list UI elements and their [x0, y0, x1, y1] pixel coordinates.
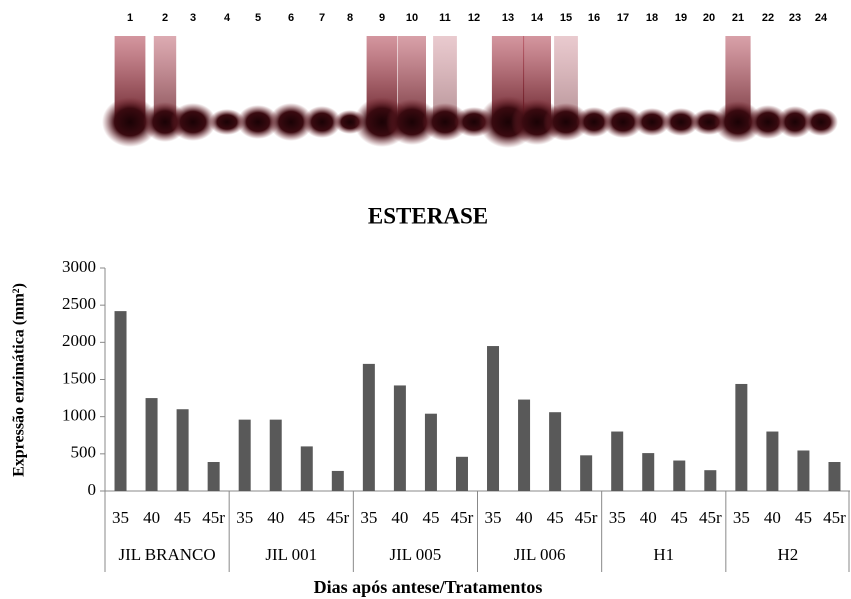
bar — [177, 409, 189, 491]
x-tick-label: 40 — [267, 508, 284, 527]
lane-number: 15 — [560, 12, 572, 24]
lane-number: 18 — [646, 12, 658, 24]
gel-band — [804, 108, 838, 136]
group-label: JIL BRANCO — [119, 545, 216, 564]
figure: 123456789101112131415161718192021222324 … — [0, 0, 851, 599]
bar — [642, 453, 654, 491]
lane-number: 19 — [675, 12, 687, 24]
lane-number: 7 — [319, 12, 325, 24]
page: 123456789101112131415161718192021222324 … — [0, 0, 851, 599]
bar — [208, 462, 220, 491]
lane-number: 2 — [162, 12, 168, 24]
chart-title: ESTERASE — [368, 203, 488, 228]
lane-number: 1 — [127, 12, 133, 24]
lane-number: 6 — [288, 12, 294, 24]
x-tick-label: 45r — [699, 508, 722, 527]
bar — [704, 470, 716, 491]
x-tick-label: 45 — [174, 508, 191, 527]
x-tick-label: 40 — [640, 508, 657, 527]
bar — [332, 471, 344, 491]
lane-number: 20 — [703, 12, 715, 24]
x-tick-label: 35 — [236, 508, 253, 527]
group-label: JIL 006 — [514, 545, 566, 564]
group-label: JIL 005 — [390, 545, 442, 564]
bar — [239, 420, 251, 491]
x-tick-label: 45 — [298, 508, 315, 527]
bar — [735, 384, 747, 491]
bar — [673, 461, 685, 491]
y-axis-label: Expressão enzimática (mm²) — [11, 283, 28, 477]
y-tick-label: 2500 — [62, 294, 96, 313]
x-tick-label: 35 — [360, 508, 377, 527]
bar — [115, 311, 127, 491]
bar — [580, 455, 592, 491]
bar — [363, 364, 375, 491]
group-label: H2 — [778, 545, 799, 564]
lane-number: 13 — [502, 12, 514, 24]
x-tick-label: 45r — [202, 508, 225, 527]
bar — [797, 450, 809, 491]
group-label: JIL 001 — [265, 545, 317, 564]
x-tick-label: 45 — [671, 508, 688, 527]
x-tick-label: 35 — [609, 508, 626, 527]
bar — [828, 462, 840, 491]
y-tick-label: 1500 — [62, 368, 96, 387]
lane-number: 8 — [347, 12, 353, 24]
x-tick-label: 40 — [516, 508, 533, 527]
x-tick-label: 45 — [547, 508, 564, 527]
x-tick-label: 40 — [391, 508, 408, 527]
bar — [766, 432, 778, 491]
lane-number: 3 — [190, 12, 196, 24]
x-tick-label: 45r — [326, 508, 349, 527]
x-tick-label: 45 — [795, 508, 812, 527]
bar — [270, 420, 282, 491]
lane-number: 12 — [468, 12, 480, 24]
bar — [301, 446, 313, 491]
lane-number: 22 — [762, 12, 774, 24]
y-tick-label: 500 — [71, 443, 97, 462]
bar — [518, 400, 530, 491]
bar — [549, 412, 561, 491]
lane-number: 21 — [732, 12, 744, 24]
y-tick-label: 2000 — [62, 331, 96, 350]
y-tick-label: 3000 — [62, 257, 96, 276]
x-tick-label: 45 — [422, 508, 439, 527]
bar — [394, 385, 406, 491]
group-label: H1 — [653, 545, 674, 564]
bar — [487, 346, 499, 491]
x-tick-label: 45r — [451, 508, 474, 527]
lane-number: 11 — [439, 12, 451, 24]
lane-number: 23 — [789, 12, 801, 24]
x-tick-label: 40 — [143, 508, 160, 527]
x-tick-label: 35 — [485, 508, 502, 527]
lane-number: 10 — [406, 12, 418, 24]
plot: 0 500 1000 1500 2000 2500 3000 35 40 45 45r 35 40 45 4… — [62, 257, 850, 572]
lane-number: 4 — [224, 12, 231, 24]
bar — [425, 414, 437, 491]
x-tick-label: 35 — [733, 508, 750, 527]
y-tick-label: 1000 — [62, 406, 96, 425]
x-tick-label: 35 — [112, 508, 129, 527]
lane-number: 17 — [617, 12, 629, 24]
lane-number: 14 — [531, 12, 544, 24]
x-tick-label: 45r — [575, 508, 598, 527]
x-tick-label: 45r — [823, 508, 846, 527]
x-tick-label: 40 — [764, 508, 781, 527]
bar — [146, 398, 158, 491]
bar — [611, 432, 623, 491]
lane-number: 9 — [379, 12, 385, 24]
lane-number: 5 — [255, 12, 261, 24]
bar — [456, 457, 468, 491]
y-tick-label: 0 — [88, 480, 97, 499]
lane-number: 24 — [815, 12, 828, 24]
x-axis-label: Dias após antese/Tratamentos — [314, 577, 543, 597]
lane-number: 16 — [588, 12, 600, 24]
